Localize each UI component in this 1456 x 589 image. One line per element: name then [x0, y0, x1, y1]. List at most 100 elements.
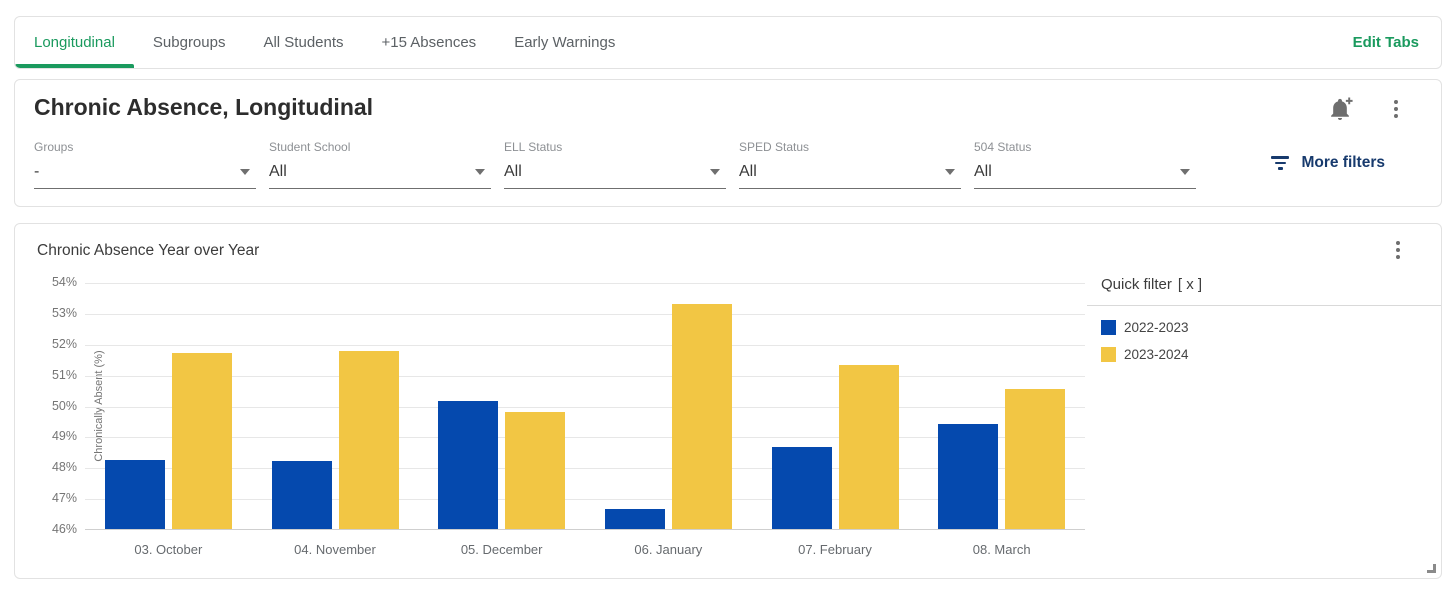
gridline [85, 313, 1085, 315]
legend-item-2022-2023[interactable]: 2022-2023 [1101, 320, 1441, 335]
y-tick-label: 47% [51, 491, 77, 506]
page-title: Chronic Absence, Longitudinal [34, 94, 374, 120]
y-tick-label: 52% [51, 336, 77, 351]
more-filters-label: More filters [1301, 154, 1385, 171]
filter-groups[interactable]: Groups - [34, 140, 256, 189]
gridline [85, 344, 1085, 346]
filter-value: All [739, 163, 757, 180]
tab-label: All Students [263, 34, 344, 51]
bar-2022-2023-06. January[interactable] [604, 508, 665, 529]
y-tick-label: 48% [51, 460, 77, 475]
bar-2023-2024-06. January[interactable] [671, 303, 732, 529]
tab-early-warnings[interactable]: Early Warnings [495, 17, 634, 68]
filter-select[interactable]: All [504, 163, 726, 189]
chevron-down-icon [1180, 169, 1190, 175]
filter-student-school[interactable]: Student School All [269, 140, 491, 189]
filter-value: All [269, 163, 287, 180]
y-tick-label: 54% [51, 275, 77, 289]
kebab-icon [1394, 100, 1398, 104]
bell-plus-icon [1331, 97, 1353, 121]
chevron-down-icon [475, 169, 485, 175]
filter-row: Groups - Student School All ELL Status A… [34, 140, 1209, 189]
filter-select[interactable]: All [739, 163, 961, 189]
bar-2022-2023-08. March[interactable] [938, 424, 999, 529]
gridline [85, 499, 1085, 501]
chart-plot: Chronically Absent (%) 54% 53% 52% 51% 50% 49… [52, 275, 1085, 557]
quick-filter-header: Quick filter [ x ] [1087, 270, 1441, 306]
bar-2023-2024-05. December[interactable] [505, 411, 566, 529]
header-menu-button[interactable] [1387, 97, 1405, 121]
tabbar-spacer [634, 17, 1330, 68]
filter-label: SPED Status [739, 140, 810, 154]
filter-label: Student School [269, 140, 351, 154]
chart-title: Chronic Absence Year over Year [37, 242, 260, 259]
chevron-down-icon [945, 169, 955, 175]
filter-sped-status[interactable]: SPED Status All [739, 140, 961, 189]
chart-menu-button[interactable] [1389, 238, 1407, 262]
tab-subgroups[interactable]: Subgroups [134, 17, 245, 68]
x-tick-label: 08. March [972, 542, 1031, 557]
filter-select[interactable]: All [269, 163, 491, 189]
tab-bar: Longitudinal Subgroups All Students +15 … [14, 16, 1442, 69]
legend-label: 2023-2024 [1124, 347, 1189, 362]
quick-filter-close-button[interactable]: [ x ] [1177, 276, 1203, 293]
filter-label: ELL Status [504, 140, 563, 154]
tab-longitudinal[interactable]: Longitudinal [15, 17, 134, 68]
chart-legend: 2022-2023 2023-2024 [1087, 306, 1441, 362]
filter-select[interactable]: All [974, 163, 1196, 189]
legend-swatch-blue [1101, 320, 1116, 335]
y-tick-label: 49% [51, 429, 77, 444]
filter-list-icon [1271, 156, 1290, 170]
filter-value: All [974, 163, 992, 180]
y-tick-label: 46% [51, 522, 77, 536]
filter-504-status[interactable]: 504 Status All [974, 140, 1196, 189]
filter-value: - [34, 163, 40, 180]
legend-label: 2022-2023 [1124, 320, 1189, 335]
kebab-icon [1396, 241, 1400, 245]
resize-handle[interactable] [1427, 564, 1436, 573]
add-alert-button[interactable] [1327, 96, 1353, 122]
tab-label: Early Warnings [514, 34, 616, 51]
x-tick-label: 07. February [798, 542, 872, 557]
x-tick-label: 04. November [294, 542, 376, 557]
y-tick-label: 51% [51, 367, 77, 382]
dashboard-header-card: Chronic Absence, Longitudinal Groups - S… [14, 79, 1442, 207]
gridline [85, 283, 1085, 284]
tab-15-absences[interactable]: +15 Absences [363, 17, 496, 68]
bar-2022-2023-05. December[interactable] [438, 400, 499, 529]
bar-2022-2023-04. November[interactable] [271, 461, 332, 529]
bar-2023-2024-03. October[interactable] [171, 353, 232, 529]
gridline [85, 406, 1085, 408]
tab-label: Longitudinal [34, 34, 115, 51]
bar-2022-2023-07. February[interactable] [771, 447, 832, 529]
filter-select[interactable]: - [34, 163, 256, 189]
chevron-down-icon [240, 169, 250, 175]
more-filters-button[interactable]: More filters [1271, 154, 1385, 172]
edit-tabs-label: Edit Tabs [1352, 34, 1419, 51]
edit-tabs-button[interactable]: Edit Tabs [1331, 17, 1441, 68]
filter-value: All [504, 163, 522, 180]
bar-2023-2024-04. November[interactable] [338, 351, 399, 529]
filter-label: Groups [34, 140, 74, 154]
y-tick-label: 50% [51, 398, 77, 413]
filter-ell-status[interactable]: ELL Status All [504, 140, 726, 189]
tab-label: +15 Absences [381, 34, 477, 51]
gridline [85, 437, 1085, 439]
bar-2022-2023-03. October[interactable] [104, 459, 165, 529]
x-tick-label: 03. October [134, 542, 203, 557]
gridline [85, 468, 1085, 470]
quick-filter-title: Quick filter [1101, 276, 1172, 293]
tab-all-students[interactable]: All Students [244, 17, 362, 68]
x-tick-label: 06. January [634, 542, 703, 557]
bar-2023-2024-08. March[interactable] [1005, 388, 1066, 529]
bar-2023-2024-07. February[interactable] [838, 365, 899, 529]
x-tick-label: 05. December [460, 542, 543, 557]
tab-label: Subgroups [152, 34, 226, 51]
legend-item-2023-2024[interactable]: 2023-2024 [1101, 347, 1441, 362]
legend-swatch-yellow [1101, 347, 1116, 362]
chart-card: Chronic Absence Year over Year Chronical… [14, 223, 1442, 579]
gridline [85, 375, 1085, 377]
filter-label: 504 Status [974, 140, 1032, 154]
quick-filter-panel: Quick filter [ x ] 2022-2023 2023-2024 [1087, 270, 1441, 374]
chevron-down-icon [710, 169, 720, 175]
